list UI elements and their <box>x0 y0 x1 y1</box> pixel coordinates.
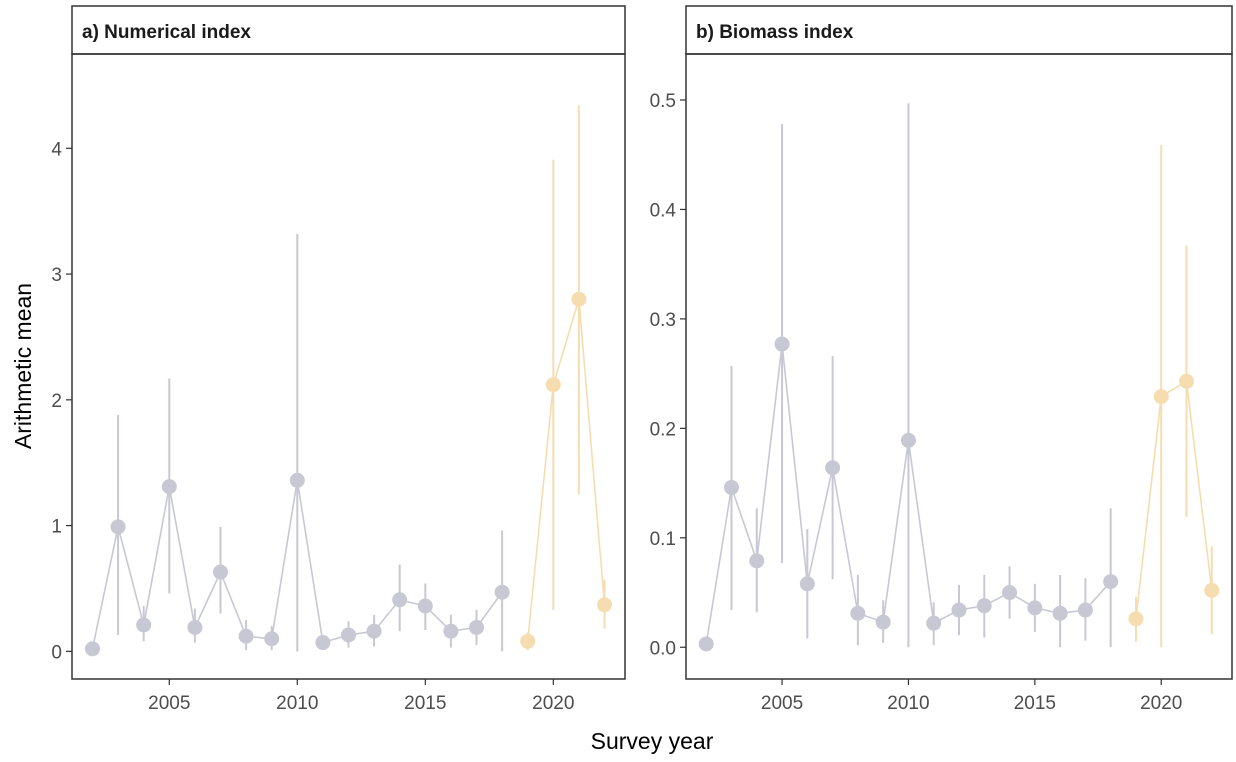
data-point <box>469 619 485 635</box>
data-point <box>976 598 992 614</box>
data-point <box>825 460 841 476</box>
y-tick-label: 0.2 <box>650 419 676 440</box>
data-point <box>1002 585 1018 601</box>
data-point <box>799 576 815 592</box>
y-axis-title: Arithmetic mean <box>10 283 36 449</box>
data-point <box>749 553 765 569</box>
x-tick-label: 2015 <box>1014 693 1056 714</box>
data-point <box>264 631 280 647</box>
x-tick-label: 2005 <box>761 693 803 714</box>
data-point <box>774 336 790 352</box>
y-tick-label: 3 <box>51 265 62 286</box>
data-point <box>597 597 613 613</box>
strip-background <box>685 5 1233 55</box>
data-marks <box>698 103 1220 652</box>
data-point <box>494 584 510 600</box>
panel-border <box>71 53 626 680</box>
x-tick-label: 2010 <box>276 693 318 714</box>
panel-title: a) Numerical index <box>82 22 251 43</box>
data-point <box>187 619 203 635</box>
x-tick-label: 2010 <box>887 693 929 714</box>
y-tick-label: 4 <box>51 139 62 160</box>
data-point <box>84 641 100 657</box>
data-point <box>417 598 433 614</box>
data-point <box>161 479 177 495</box>
axis-ticks: 2005 2010 2015 2020 0 1 2 3 4 <box>51 139 574 714</box>
series-line <box>1135 379 1213 619</box>
data-point <box>366 623 382 639</box>
x-tick-label: 2015 <box>404 693 446 714</box>
y-tick-label: 0 <box>51 642 62 663</box>
data-point <box>850 605 866 621</box>
y-tick-label: 0.1 <box>650 529 676 550</box>
data-point <box>724 479 739 495</box>
data-point <box>1077 602 1093 618</box>
data-marks <box>84 105 613 657</box>
data-point <box>1027 600 1043 616</box>
data-point <box>1153 389 1169 405</box>
data-point <box>1179 373 1194 389</box>
data-point <box>951 602 967 618</box>
data-point <box>520 633 536 649</box>
data-point <box>443 623 459 639</box>
data-point <box>545 377 561 393</box>
data-point <box>1204 582 1220 598</box>
data-point <box>875 614 891 630</box>
panel-title: b) Biomass index <box>696 22 854 43</box>
data-point <box>571 291 587 307</box>
y-tick-label: 0.3 <box>650 310 676 331</box>
y-tick-label: 0.0 <box>650 638 676 659</box>
y-tick-label: 2 <box>51 391 62 412</box>
data-point <box>289 472 305 488</box>
panel-biomass-index: b) Biomass index 2005 2010 2015 2020 0.0 0.1 0… <box>650 5 1233 714</box>
data-point <box>392 592 408 608</box>
x-axis-title: Survey year <box>591 728 714 754</box>
strip-background <box>71 5 626 55</box>
data-point <box>110 519 126 535</box>
data-point <box>315 635 331 651</box>
axis-ticks: 2005 2010 2015 2020 0.0 0.1 0.2 0.3 0.4 0.5 <box>650 91 1183 714</box>
data-point <box>698 636 714 652</box>
data-point <box>926 615 942 631</box>
series-line <box>526 298 606 642</box>
data-point <box>1052 605 1068 621</box>
x-tick-label: 2020 <box>532 693 574 714</box>
data-point <box>212 564 228 580</box>
data-point <box>900 432 916 448</box>
data-point <box>341 627 356 643</box>
y-tick-label: 0.5 <box>650 91 676 112</box>
data-point <box>1103 574 1119 590</box>
x-tick-label: 2005 <box>148 693 190 714</box>
panel-border <box>685 53 1233 680</box>
data-point <box>136 617 152 633</box>
data-point <box>1128 611 1144 627</box>
panel-numerical-index: a) Numerical index 2005 2010 2015 2020 0 1 2 3 4 <box>51 5 626 714</box>
x-tick-label: 2020 <box>1140 693 1182 714</box>
data-point <box>238 628 254 644</box>
y-tick-label: 0.4 <box>650 200 677 221</box>
y-tick-label: 1 <box>51 517 62 538</box>
